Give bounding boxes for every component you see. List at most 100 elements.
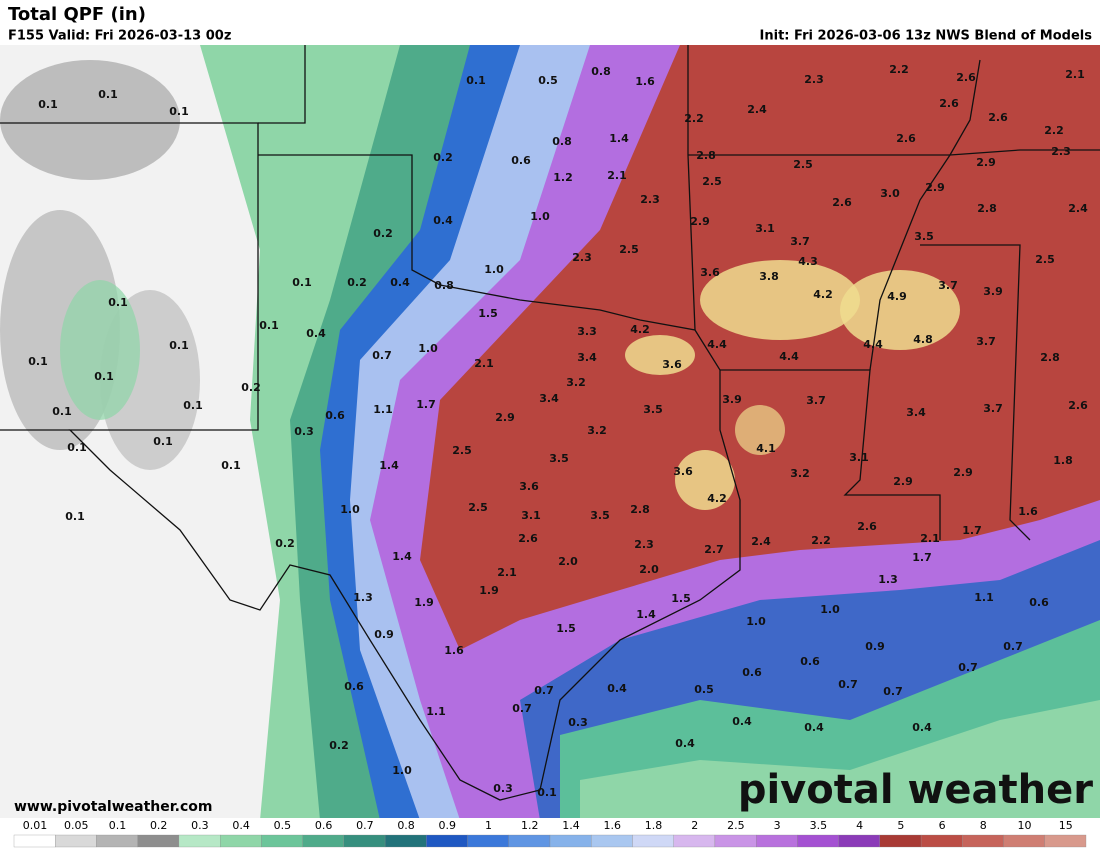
map-value-label: 0.1 [153, 435, 173, 448]
map-value-label: 0.1 [98, 88, 118, 101]
map-value-label: 2.2 [1044, 124, 1064, 137]
map-value-label: 2.1 [1065, 68, 1085, 81]
map-value-label: 1.0 [392, 764, 412, 777]
map-value-label: 2.9 [925, 181, 945, 194]
map-value-label: 2.4 [1068, 202, 1088, 215]
map-value-label: 1.6 [1018, 505, 1038, 518]
colorbar-label: 10 [1018, 819, 1032, 832]
value-labels: 0.1 0.5 0.8 1.6 2.3 2.2 2.6 2.1 0.1 0.1 0.1 2.4 2.2 2… [28, 63, 1088, 799]
map-value-label: 3.6 [700, 266, 720, 279]
map-value-label: 2.9 [976, 156, 996, 169]
map-value-label: 3.1 [755, 222, 775, 235]
map-value-label: 0.4 [675, 737, 695, 750]
map-value-label: 0.6 [325, 409, 345, 422]
map-value-label: 1.5 [671, 592, 691, 605]
map-value-label: 0.8 [591, 65, 611, 78]
map-value-label: 2.5 [793, 158, 813, 171]
colorbar: 0.01 0.05 0.1 0.2 0.3 0.4 0.5 0.6 0.7 0.8 0.9 1 1.2 1… [13, 819, 1087, 848]
map-value-label: 1.6 [635, 75, 655, 88]
map-value-label: 0.2 [433, 151, 453, 164]
map-value-label: 0.1 [292, 276, 312, 289]
map-value-label: 2.6 [896, 132, 916, 145]
colorbar-cell [549, 834, 592, 848]
map-value-label: 0.5 [538, 74, 558, 87]
title: Total QPF (in) [8, 4, 146, 25]
colorbar-cell [384, 834, 427, 848]
map-value-label: 0.1 [169, 105, 189, 118]
colorbar-label: 0.5 [274, 819, 292, 832]
colorbar-cell [756, 834, 798, 848]
colorbar-cell [13, 834, 56, 848]
map-value-label: 1.0 [484, 263, 504, 276]
map-value-label: 0.1 [537, 786, 557, 799]
map-value-label: 2.3 [634, 538, 654, 551]
map-value-label: 1.3 [878, 573, 898, 586]
map-value-label: 1.0 [340, 503, 360, 516]
colorbar-label: 4 [856, 819, 863, 832]
map-value-label: 2.1 [920, 532, 940, 545]
colorbar-label: 5 [897, 819, 904, 832]
colorbar-label: 0.01 [23, 819, 48, 832]
colorbar-label: 0.05 [64, 819, 89, 832]
map-value-label: 3.6 [673, 465, 693, 478]
map-value-label: 0.9 [374, 628, 394, 641]
colorbar-label: 15 [1059, 819, 1073, 832]
colorbar-cell [137, 834, 180, 848]
colorbar-label: 0.2 [150, 819, 168, 832]
map-value-label: 1.1 [426, 705, 446, 718]
map-value-label: 4.2 [630, 323, 650, 336]
map-value-label: 0.6 [511, 154, 531, 167]
map-value-label: 0.4 [732, 715, 752, 728]
map-value-label: 0.7 [883, 685, 903, 698]
colorbar-label: 0.1 [109, 819, 127, 832]
map-value-label: 0.7 [372, 349, 392, 362]
map-value-label: 2.8 [1040, 351, 1060, 364]
map-value-label: 1.4 [609, 132, 629, 145]
map-value-label: 3.5 [590, 509, 610, 522]
map-value-label: 0.4 [804, 721, 824, 734]
map-value-label: 0.8 [434, 279, 454, 292]
map-value-label: 4.2 [707, 492, 727, 505]
map-value-label: 0.1 [65, 510, 85, 523]
map-value-label: 2.5 [702, 175, 722, 188]
map-value-label: 2.9 [690, 215, 710, 228]
map-value-label: 1.3 [353, 591, 373, 604]
colorbar-cell [879, 834, 922, 848]
map-value-label: 2.5 [1035, 253, 1055, 266]
map-value-label: 2.6 [518, 532, 538, 545]
map-value-label: 0.7 [1003, 640, 1023, 653]
colorbar-cell [178, 834, 221, 848]
map-value-label: 1.5 [556, 622, 576, 635]
map-value-label: 2.8 [696, 149, 716, 162]
map-value-label: 0.7 [512, 702, 532, 715]
colorbar-label: 2 [691, 819, 698, 832]
map-value-label: 0.4 [306, 327, 326, 340]
map-value-label: 3.0 [880, 187, 900, 200]
map-value-label: 0.1 [52, 405, 72, 418]
map-value-label: 2.1 [607, 169, 627, 182]
map-value-label: 2.6 [832, 196, 852, 209]
map-value-label: 1.0 [820, 603, 840, 616]
colorbar-cell [714, 834, 757, 848]
map-value-label: 1.4 [636, 608, 656, 621]
map-value-label: 2.7 [704, 543, 724, 556]
map-value-label: 2.6 [939, 97, 959, 110]
map-value-label: 0.1 [221, 459, 241, 472]
colorbar-label: 1 [485, 819, 492, 832]
colorbar-label: 6 [939, 819, 946, 832]
colorbar-label: 0.3 [191, 819, 209, 832]
map-value-label: 0.9 [865, 640, 885, 653]
map-value-label: 3.5 [549, 452, 569, 465]
map-value-label: 0.4 [912, 721, 932, 734]
colorbar-cell [632, 834, 674, 848]
map-value-label: 3.3 [577, 325, 597, 338]
colorbar-label: 2.5 [727, 819, 745, 832]
map-value-label: 1.5 [478, 307, 498, 320]
map-value-label: 2.8 [977, 202, 997, 215]
map-value-label: 0.1 [108, 296, 128, 309]
colorbar-cell [920, 834, 963, 848]
map-value-label: 1.0 [746, 615, 766, 628]
map-value-label: 1.0 [418, 342, 438, 355]
map-value-label: 2.6 [857, 520, 877, 533]
